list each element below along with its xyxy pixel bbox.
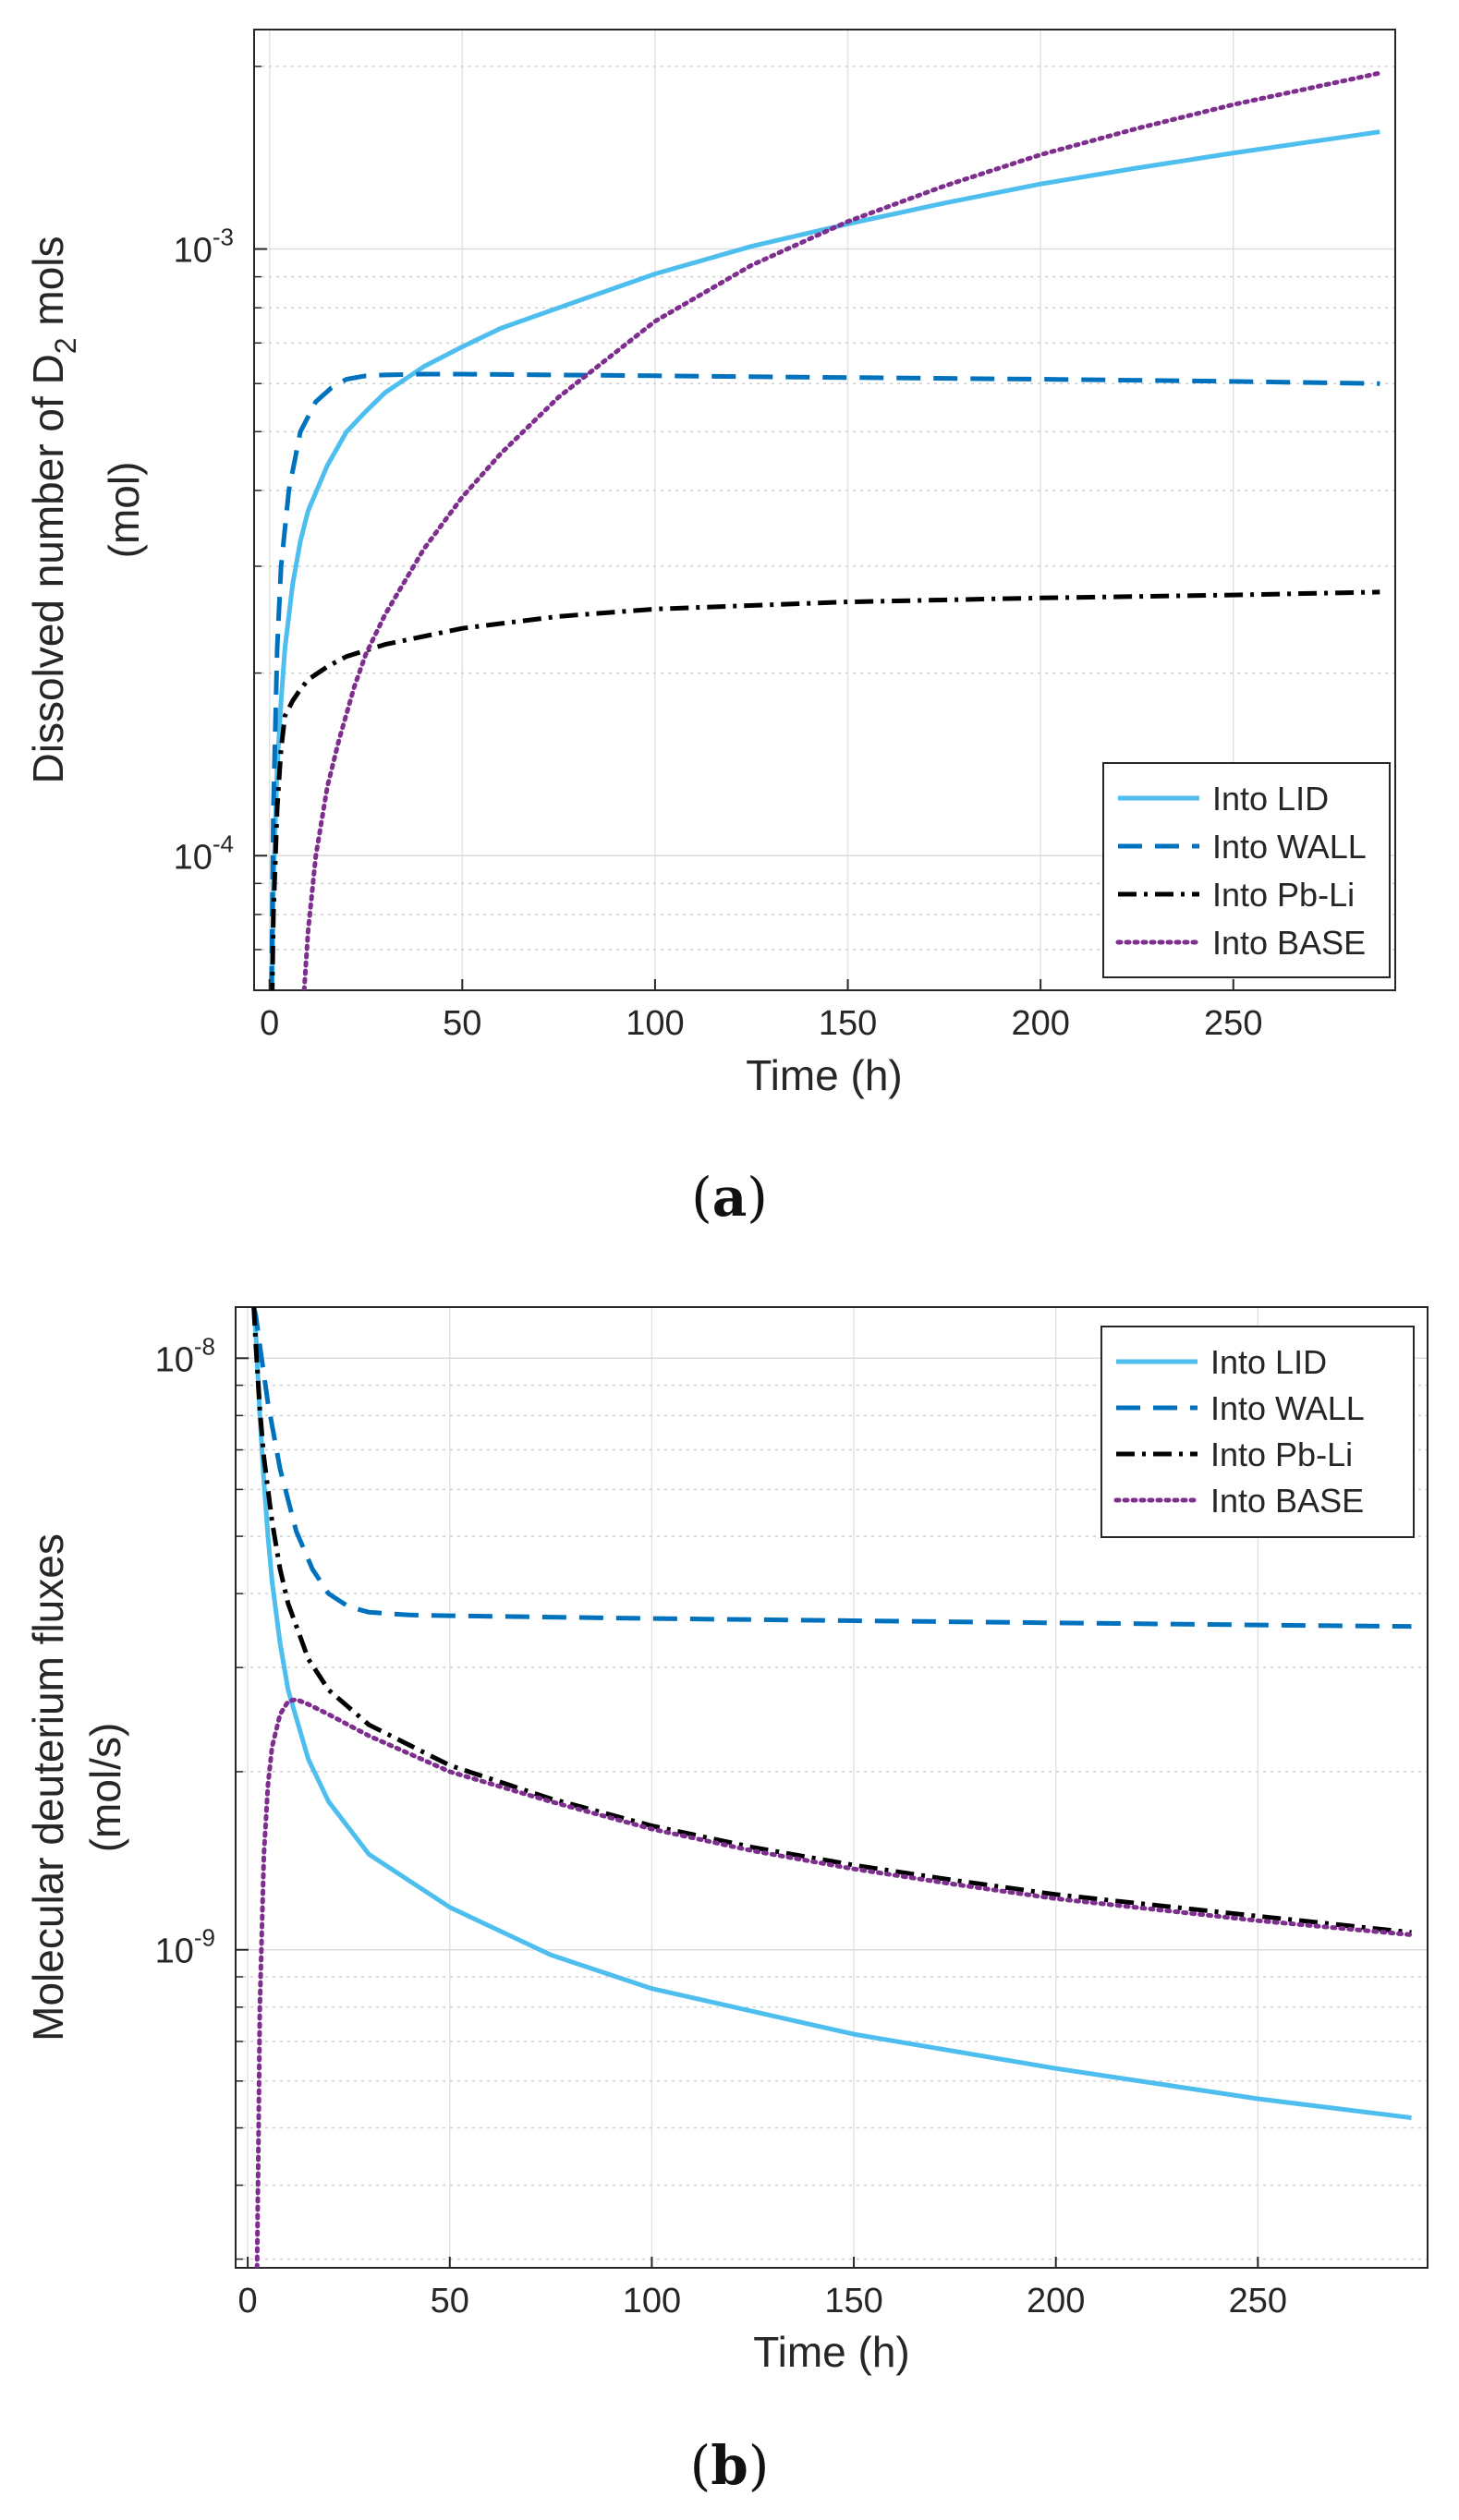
- legend-label: Into Pb-Li: [1210, 1436, 1353, 1473]
- x-tick-label: 50: [431, 2282, 469, 2320]
- y-tick-label: 10-9: [155, 1924, 215, 1971]
- series-line-into-base: [301, 70, 1382, 990]
- plot-area-frame: [253, 29, 1396, 991]
- x-tick-label: 0: [260, 1004, 279, 1043]
- legend: Into LID Into WALL Into Pb-Li Into BASE: [1102, 762, 1391, 978]
- series-line-into-wall: [269, 371, 1380, 990]
- x-tick-label: 100: [626, 1004, 684, 1043]
- y-tick-label: 10-3: [174, 224, 234, 271]
- series-line-into-pb-li: [251, 1307, 1412, 1935]
- x-tick-label: 250: [1204, 1004, 1262, 1043]
- legend: Into LID Into WALL Into Pb-Li Into BASE: [1100, 1326, 1415, 1538]
- x-tick-label: 200: [1027, 2282, 1085, 2320]
- x-tick-label: 50: [443, 1004, 481, 1043]
- x-tick-label: 0: [238, 2282, 258, 2320]
- legend-label: Into Pb-Li: [1212, 876, 1355, 914]
- legend-label: Into WALL: [1210, 1389, 1365, 1427]
- panel-label-a: (a): [691, 1166, 768, 1229]
- x-axis-label: Time (h): [753, 2328, 910, 2376]
- legend-label: Into LID: [1210, 1343, 1327, 1381]
- series-line-into-lid: [269, 129, 1380, 990]
- y-tick-label: 10-8: [155, 1332, 215, 1379]
- plot-area-frame: [235, 1306, 1429, 2269]
- panel-label-b: (b): [689, 2434, 770, 2497]
- chart-a: 0 50 100 150 200 250 10-3 10-4 Time (h) Dissolv…: [24, 29, 1396, 1099]
- x-tick-label: 150: [819, 1004, 877, 1043]
- y-axis-label-line2: (mol/s): [81, 1723, 129, 1853]
- legend-label: Into BASE: [1212, 924, 1366, 962]
- x-tick-label: 150: [824, 2282, 882, 2320]
- legend-label: Into WALL: [1212, 828, 1367, 866]
- y-axis-label-line1: Molecular deuterium fluxes: [24, 1533, 72, 2041]
- y-axis-label-line1: Dissolved number of D2 mols: [24, 236, 82, 783]
- legend-label: Into BASE: [1210, 1482, 1364, 1520]
- legend-label: Into LID: [1212, 780, 1329, 818]
- y-axis-label-line2: (mol): [100, 462, 148, 559]
- series-line-into-base: [254, 1697, 1414, 2268]
- y-tick-label: 10-4: [174, 830, 234, 877]
- x-tick-label: 250: [1229, 2282, 1287, 2320]
- x-axis-label: Time (h): [746, 1051, 903, 1099]
- chart-b: 0 50 100 150 200 250 10-8 10-9 Time (h) Molecul…: [24, 1306, 1429, 2376]
- series-line-into-wall: [251, 1307, 1412, 1630]
- x-tick-label: 100: [623, 2282, 681, 2320]
- x-tick-label: 200: [1011, 1004, 1069, 1043]
